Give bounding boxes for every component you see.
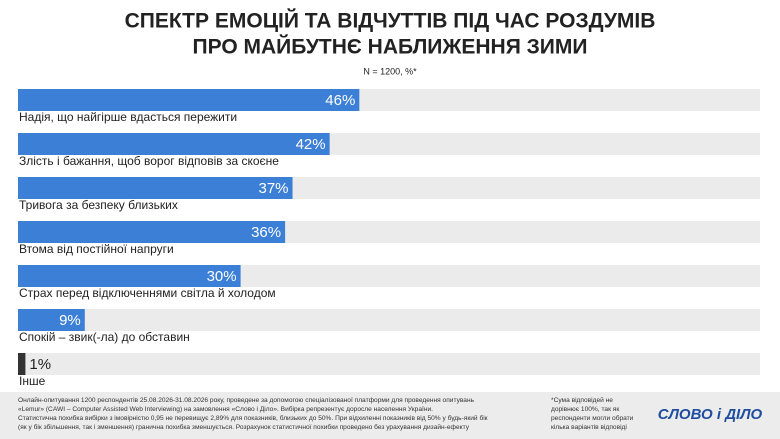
value-label: 30% bbox=[207, 268, 237, 285]
value-label: 37% bbox=[259, 180, 289, 197]
logo: СЛОВО і ДІЛО bbox=[658, 406, 763, 423]
category-label: Злість і бажання, щоб ворог відповів за … bbox=[19, 154, 279, 168]
bar bbox=[18, 265, 241, 287]
chart-title: СПЕКТР ЕМОЦІЙ ТА ВІДЧУТТІВ ПІД ЧАС РОЗДУ… bbox=[125, 9, 656, 33]
category-label: Втома від постійної напруги bbox=[19, 242, 174, 256]
footer-text: «Lemur» (CAWI – Computer Assisted Web In… bbox=[18, 405, 433, 413]
footnote: респонденти могли обрати bbox=[551, 414, 634, 422]
category-label: Тривога за безпеку близьких bbox=[19, 198, 178, 212]
bar bbox=[18, 221, 286, 243]
bar bbox=[18, 177, 293, 199]
bar-track bbox=[18, 309, 760, 331]
value-label: 46% bbox=[325, 92, 355, 109]
category-label: Інше bbox=[19, 374, 46, 388]
footnote: *Сума відповідей не bbox=[551, 396, 613, 404]
value-label: 1% bbox=[29, 356, 51, 373]
footer-text: Онлайн-опитування 1200 респондентів 25.0… bbox=[18, 396, 475, 404]
bar bbox=[18, 353, 26, 375]
category-label: Спокій – звик(-ла) до обставин bbox=[19, 330, 190, 344]
value-label: 9% bbox=[59, 312, 81, 329]
bar bbox=[18, 309, 85, 331]
bar-track bbox=[18, 353, 760, 375]
footer-text: (як у бік збільшення, так і зменшення) г… bbox=[18, 423, 470, 431]
footnote: дорівнює 100%, так як bbox=[551, 405, 619, 413]
bar bbox=[18, 89, 360, 111]
chart-title: ПРО МАЙБУТНЄ НАБЛИЖЕННЯ ЗИМИ bbox=[193, 35, 588, 59]
subtitle: N = 1200, %* bbox=[363, 66, 417, 76]
value-label: 42% bbox=[296, 136, 326, 153]
value-label: 36% bbox=[251, 224, 281, 241]
category-label: Надія, що найгірше вдасться пережити bbox=[19, 110, 237, 124]
category-label: Страх перед відключеннями світла й холод… bbox=[19, 286, 276, 300]
bar bbox=[18, 133, 330, 155]
footnote: кілька варіантів відповіді bbox=[551, 423, 627, 431]
footer-text: Статистична похибка вибірки з імовірніст… bbox=[18, 414, 488, 422]
footer-band bbox=[0, 392, 780, 439]
